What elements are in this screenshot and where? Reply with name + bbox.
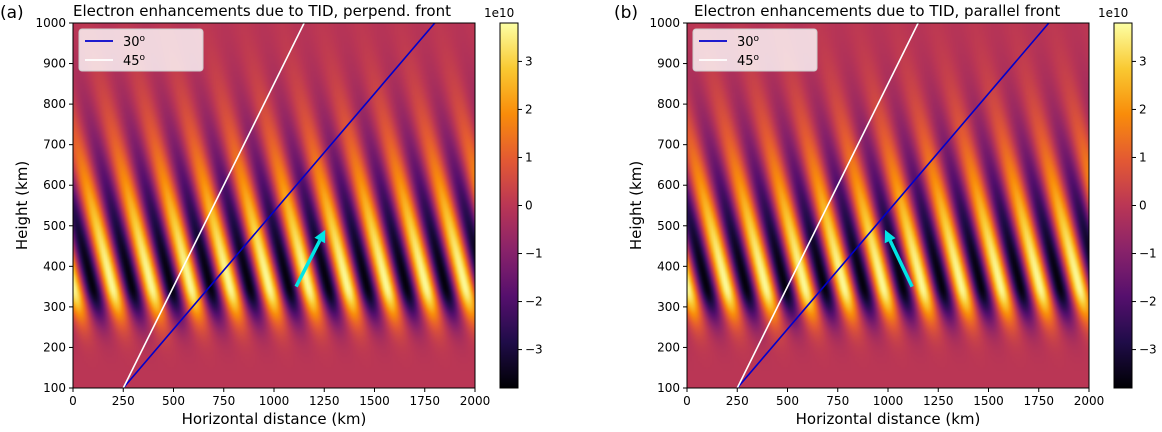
y-tick-label: 700	[43, 138, 66, 152]
chart-title: Electron enhancements due to TID, perpen…	[73, 2, 451, 20]
angle-line-45	[122, 23, 305, 388]
y-tick-label: 900	[43, 57, 66, 71]
angle-line-30	[736, 23, 1050, 388]
colorbar-tick-label: −2	[1139, 295, 1157, 309]
chart-title: Electron enhancements due to TID, parall…	[694, 2, 1060, 20]
x-tick-label: 1750	[1023, 394, 1054, 408]
legend-label-value: 45	[737, 54, 754, 69]
propagation-arrow-head	[314, 229, 326, 244]
colorbar-tick-label: 1	[525, 150, 533, 164]
y-axis-label: Height (km)	[13, 161, 31, 250]
y-tick-label: 500	[43, 219, 66, 233]
legend-label-45: 45o	[737, 53, 760, 69]
colorbar-tick-label: 3	[525, 54, 533, 68]
colorbar-gradient	[499, 22, 519, 389]
legend-label-30: 30o	[123, 34, 146, 50]
colorbar-tick-label: 3	[1139, 54, 1147, 68]
colorbar: −3 −2 −1 0 1 2 3 1e10	[484, 6, 543, 389]
colorbar-tick-label: −3	[1139, 343, 1157, 357]
legend-label-value: 30	[123, 35, 140, 50]
angle-line-45	[736, 23, 919, 388]
x-tick-label: 1250	[309, 394, 340, 408]
x-tick-label: 250	[112, 394, 135, 408]
x-tick-label: 0	[69, 394, 77, 408]
x-tick-label: 1250	[923, 394, 954, 408]
propagation-arrow-shaft	[294, 239, 322, 288]
colorbar-tick-label: 0	[1139, 199, 1147, 213]
y-tick-label: 500	[657, 219, 680, 233]
x-axis-label: Horizontal distance (km)	[182, 410, 367, 428]
colorbar-tick-label: 0	[525, 199, 533, 213]
y-tick-label: 1000	[35, 16, 66, 30]
y-tick-label: 100	[657, 381, 680, 395]
x-tick-label: 750	[212, 394, 235, 408]
panel-label: (a)	[0, 3, 24, 23]
degree-superscript: o	[140, 34, 146, 44]
x-tick-label: 750	[826, 394, 849, 408]
degree-superscript: o	[754, 34, 760, 44]
angle-line-30	[122, 23, 436, 388]
x-tick-label: 2000	[460, 394, 491, 408]
legend-label-45: 45o	[123, 53, 146, 69]
y-tick-label: 300	[657, 300, 680, 314]
y-tick-label: 200	[657, 340, 680, 354]
degree-superscript: o	[140, 53, 146, 63]
colorbar-tick-label: −2	[525, 295, 543, 309]
panel-label: (b)	[614, 3, 638, 23]
chart-panel-b: 0 250 500 750 1000 1250 1500 1750 20001002003004…	[614, 2, 1157, 428]
heatmap-image	[687, 23, 1089, 388]
y-tick-label: 400	[657, 259, 680, 273]
x-axis-label: Horizontal distance (km)	[796, 410, 981, 428]
x-tick-label: 2000	[1074, 394, 1105, 408]
y-tick-label: 800	[657, 97, 680, 111]
y-tick-label: 900	[657, 57, 680, 71]
x-tick-label: 500	[162, 394, 185, 408]
colorbar-tick-label: 1	[1139, 150, 1147, 164]
colorbar-tick-label: −1	[525, 247, 543, 261]
x-tick-label: 500	[776, 394, 799, 408]
degree-superscript: o	[754, 53, 760, 63]
x-tick-label: 1500	[973, 394, 1004, 408]
y-tick-label: 100	[43, 381, 66, 395]
x-tick-label: 250	[726, 394, 749, 408]
y-tick-label: 300	[43, 300, 66, 314]
y-axis-label: Height (km)	[627, 161, 645, 250]
chart-panel-a: 0 250 500 750 1000 1250 1500 1750 20001002003004…	[0, 2, 543, 428]
y-tick-label: 200	[43, 340, 66, 354]
propagation-arrow-head	[884, 229, 896, 244]
colorbar-scale-label: 1e10	[484, 6, 514, 20]
x-tick-label: 1000	[873, 394, 904, 408]
x-tick-label: 1000	[259, 394, 290, 408]
heatmap-image	[73, 23, 475, 388]
colorbar-tick-label: 2	[1139, 102, 1147, 116]
y-tick-label: 600	[43, 178, 66, 192]
legend-label-value: 30	[737, 35, 754, 50]
legend-label-value: 45	[123, 54, 140, 69]
legend-label-30: 30o	[737, 34, 760, 50]
propagation-arrow-shaft	[888, 239, 914, 288]
x-tick-label: 1750	[409, 394, 440, 408]
x-tick-label: 0	[683, 394, 691, 408]
colorbar: −3 −2 −1 0 1 2 3 1e10	[1098, 6, 1157, 389]
colorbar-tick-label: −1	[1139, 247, 1157, 261]
x-tick-label: 1500	[359, 394, 390, 408]
y-tick-label: 1000	[649, 16, 680, 30]
colorbar-tick-label: −3	[525, 343, 543, 357]
y-tick-label: 600	[657, 178, 680, 192]
y-tick-label: 700	[657, 138, 680, 152]
y-tick-label: 800	[43, 97, 66, 111]
colorbar-tick-label: 2	[525, 102, 533, 116]
colorbar-gradient	[1113, 22, 1133, 389]
colorbar-scale-label: 1e10	[1098, 6, 1128, 20]
y-tick-label: 400	[43, 259, 66, 273]
